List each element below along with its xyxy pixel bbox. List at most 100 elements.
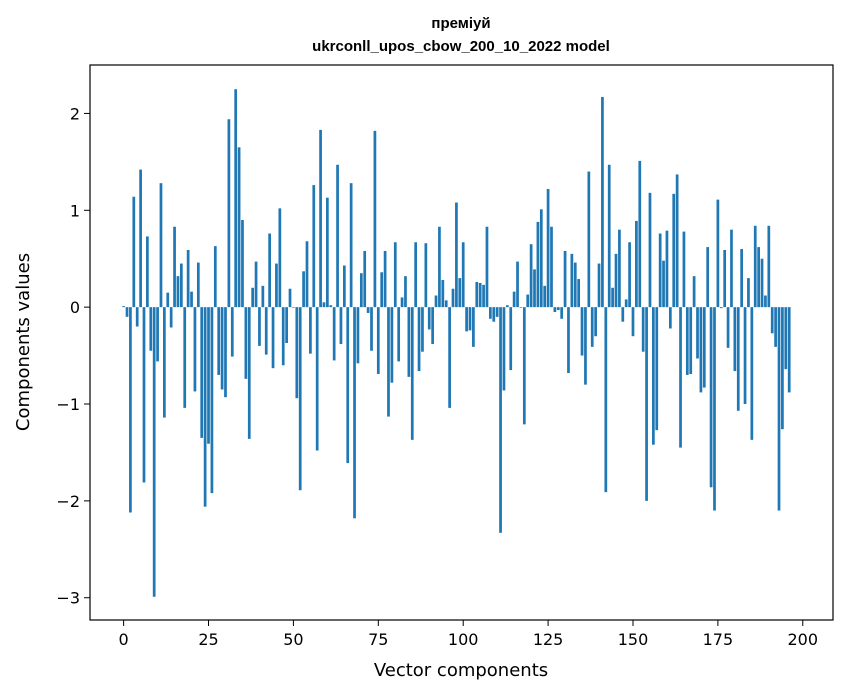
bar-106 xyxy=(482,284,485,308)
bar-18 xyxy=(183,307,187,408)
bar-175 xyxy=(716,199,720,308)
bar-139 xyxy=(594,307,597,337)
bar-50 xyxy=(292,307,295,308)
bar-12 xyxy=(163,307,166,418)
bar-89 xyxy=(424,243,428,308)
bar-190 xyxy=(767,225,771,308)
y-tick-label-5: 2 xyxy=(70,104,80,123)
bar-11 xyxy=(159,183,163,308)
bar-183 xyxy=(743,307,747,405)
x-tick-label-6: 150 xyxy=(618,630,649,649)
bar-129 xyxy=(560,307,564,319)
bar-76 xyxy=(380,272,384,308)
y-tick-label-4: 1 xyxy=(70,201,80,220)
bar-10 xyxy=(156,307,159,362)
bar-112 xyxy=(502,307,506,391)
x-tick-label-0: 0 xyxy=(119,630,129,649)
bar-121 xyxy=(533,269,536,308)
bar-49 xyxy=(288,288,292,308)
bar-159 xyxy=(662,260,665,308)
bar-173 xyxy=(709,307,713,488)
bar-15 xyxy=(173,226,176,308)
bar-0 xyxy=(122,306,125,308)
bar-90 xyxy=(427,307,431,330)
bar-85 xyxy=(410,307,414,440)
bar-22 xyxy=(196,262,200,308)
bar-75 xyxy=(376,307,380,374)
bar-34 xyxy=(237,147,241,308)
y-tick-label-1: −2 xyxy=(56,492,80,511)
bar-172 xyxy=(706,247,710,308)
bar-191 xyxy=(770,307,774,334)
bar-164 xyxy=(679,307,682,448)
bar-96 xyxy=(448,307,451,408)
bar-188 xyxy=(760,258,764,308)
bar-67 xyxy=(349,183,353,308)
bar-94 xyxy=(441,280,445,308)
x-tick-label-4: 100 xyxy=(448,630,479,649)
bar-142 xyxy=(604,307,608,493)
bar-63 xyxy=(336,164,339,308)
bar-128 xyxy=(556,307,560,311)
bar-137 xyxy=(587,171,591,308)
bar-117 xyxy=(519,307,523,308)
bar-16 xyxy=(176,276,180,308)
bar-158 xyxy=(658,233,662,308)
bar-124 xyxy=(543,285,547,308)
bar-80 xyxy=(393,242,397,308)
bar-152 xyxy=(638,160,642,308)
bar-131 xyxy=(567,307,570,374)
bar-39 xyxy=(254,261,258,308)
bar-147 xyxy=(621,307,625,322)
y-tick-label-3: 0 xyxy=(70,298,80,317)
bar-61 xyxy=(329,305,333,308)
bar-46 xyxy=(278,208,282,308)
bar-68 xyxy=(353,307,356,519)
bar-154 xyxy=(645,307,648,501)
bar-38 xyxy=(251,287,255,308)
bar-127 xyxy=(553,307,557,312)
x-axis-label: Vector components xyxy=(374,660,548,681)
bars-group xyxy=(122,89,791,597)
bar-179 xyxy=(730,229,733,308)
bar-65 xyxy=(342,265,346,308)
bar-43 xyxy=(268,233,271,308)
bar-56 xyxy=(312,185,316,308)
bar-73 xyxy=(370,307,373,351)
y-axis-ticks: −3 −2 −1 0 1 2 xyxy=(56,104,90,608)
bar-6 xyxy=(142,307,146,483)
bar-133 xyxy=(573,262,577,308)
bar-150 xyxy=(631,307,635,337)
bar-180 xyxy=(733,307,737,372)
bar-178 xyxy=(726,307,730,348)
bar-86 xyxy=(414,242,418,308)
bar-108 xyxy=(489,307,492,319)
bar-25 xyxy=(207,307,210,444)
bar-57 xyxy=(315,307,319,451)
bar-196 xyxy=(787,307,791,393)
bar-138 xyxy=(590,307,594,347)
bar-111 xyxy=(499,307,502,533)
bar-98 xyxy=(455,202,458,308)
bar-122 xyxy=(536,221,540,308)
bar-36 xyxy=(244,307,248,379)
bar-8 xyxy=(149,307,153,351)
bar-92 xyxy=(434,295,438,308)
bar-186 xyxy=(753,225,757,308)
bar-79 xyxy=(390,307,394,383)
x-tick-label-1: 25 xyxy=(198,630,218,649)
bar-161 xyxy=(668,307,672,329)
bar-109 xyxy=(492,307,496,322)
bar-192 xyxy=(774,307,777,347)
bar-69 xyxy=(356,307,360,364)
bar-7 xyxy=(146,236,149,308)
x-tick-label-8: 200 xyxy=(788,630,819,649)
bar-174 xyxy=(713,307,716,511)
bar-37 xyxy=(247,307,251,439)
bar-3 xyxy=(132,196,136,308)
x-tick-label-7: 175 xyxy=(703,630,734,649)
bar-71 xyxy=(363,250,367,308)
bar-151 xyxy=(635,220,638,308)
y-tick-label-0: −3 xyxy=(56,589,80,608)
bar-113 xyxy=(505,305,509,308)
